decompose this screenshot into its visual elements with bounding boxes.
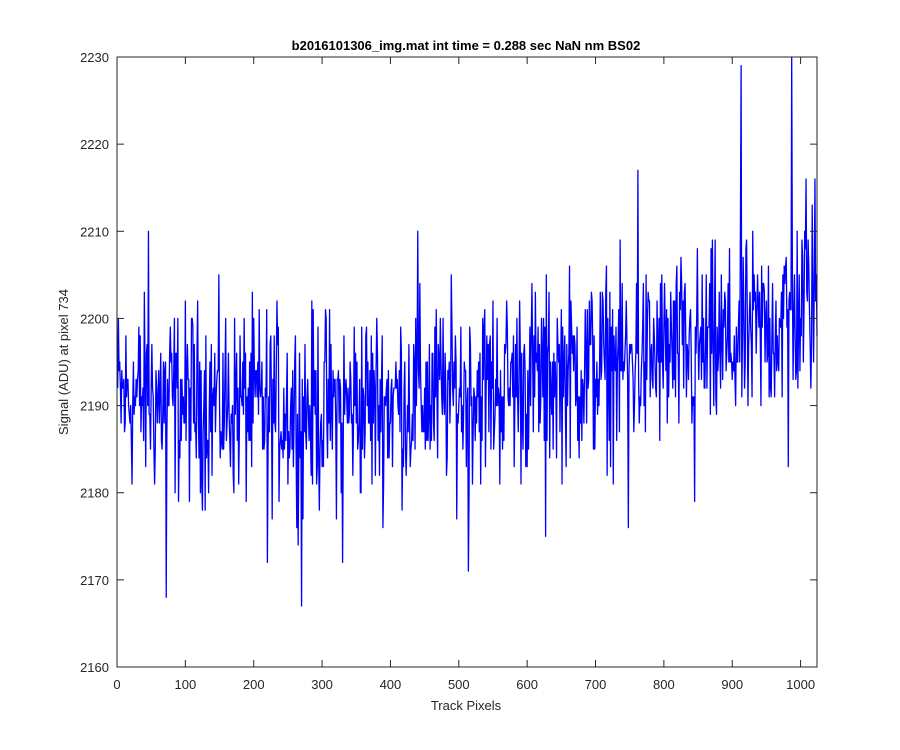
x-tick-label: 600 xyxy=(516,677,538,692)
y-tick-label: 2210 xyxy=(80,224,109,239)
series-line xyxy=(117,56,818,607)
series-layer xyxy=(117,56,818,607)
x-tick-label: 1000 xyxy=(786,677,815,692)
y-tick-label: 2180 xyxy=(80,486,109,501)
x-axis: 0 100 200 300 400 500 600 700 800 900 1000 xyxy=(113,57,815,692)
y-axis-label: Signal (ADU) at pixel 734 xyxy=(56,289,71,435)
x-tick-label: 0 xyxy=(113,677,120,692)
x-tick-label: 400 xyxy=(380,677,402,692)
x-tick-label: 800 xyxy=(653,677,675,692)
y-tick-label: 2190 xyxy=(80,399,109,414)
x-tick-label: 700 xyxy=(585,677,607,692)
y-tick-label: 2160 xyxy=(80,660,109,675)
y-tick-label: 2230 xyxy=(80,50,109,65)
x-axis-label: Track Pixels xyxy=(431,698,502,713)
chart-title: b2016101306_img.mat int time = 0.288 sec… xyxy=(292,38,641,53)
y-tick-label: 2220 xyxy=(80,137,109,152)
x-tick-label: 300 xyxy=(311,677,333,692)
plot-frame xyxy=(116,56,818,668)
x-tick-label: 900 xyxy=(721,677,743,692)
y-tick-label: 2170 xyxy=(80,573,109,588)
y-tick-label: 2200 xyxy=(80,311,109,326)
x-tick-label: 100 xyxy=(175,677,197,692)
y-axis: 2160 2170 2180 2190 2200 2210 2220 2230 xyxy=(80,50,817,675)
x-tick-label: 200 xyxy=(243,677,265,692)
x-tick-label: 500 xyxy=(448,677,470,692)
plot-area xyxy=(117,57,817,667)
